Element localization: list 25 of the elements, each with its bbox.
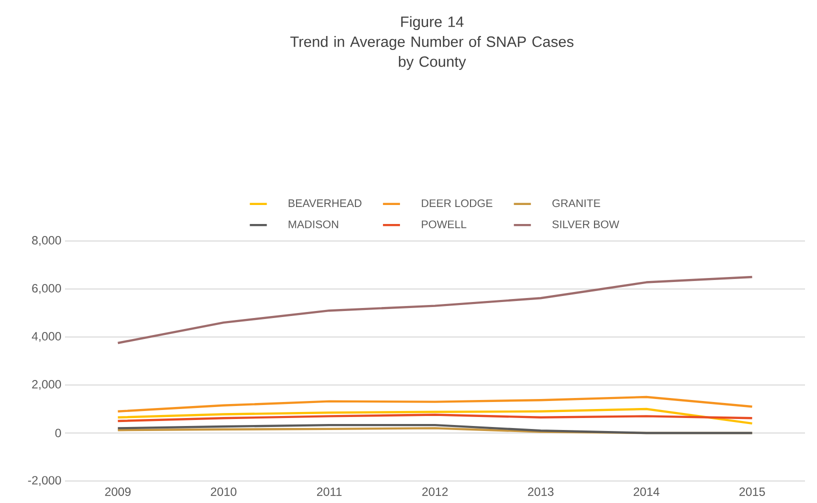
y-tick-label: 6,000 <box>32 284 62 294</box>
line-series <box>116 408 754 424</box>
x-tick-label: 2011 <box>317 488 342 496</box>
x-tick-label: 2014 <box>634 488 660 496</box>
legend-label: DEER LODGE <box>422 199 492 208</box>
x-tick-label: 2012 <box>422 488 448 496</box>
x-tick-label: 2013 <box>528 488 554 496</box>
line-series <box>116 414 754 422</box>
y-tick-label: 4,000 <box>32 332 62 342</box>
y-tick-label: 8,000 <box>32 236 62 246</box>
legend-label: BEAVERHEAD <box>288 199 362 207</box>
legend-label: SILVER BOW <box>552 220 620 228</box>
y-tick-label: 0 <box>55 428 62 438</box>
legend-label: MADISON <box>288 220 338 228</box>
legend-label: POWELL <box>422 220 466 228</box>
line-series <box>116 396 754 412</box>
x-tick-label: 2015 <box>739 488 765 496</box>
x-tick-label: 2010 <box>210 488 236 496</box>
line-series <box>116 276 754 344</box>
line-series <box>116 424 754 434</box>
chart-title: Figure 14 Trend in Average Number of SNAP Cases by County <box>290 16 574 70</box>
legend-label: GRANITE <box>552 199 600 208</box>
y-tick-label: -2,000 <box>28 476 62 486</box>
x-tick-label: 2009 <box>105 488 131 496</box>
y-tick-label: 2,000 <box>32 380 62 390</box>
